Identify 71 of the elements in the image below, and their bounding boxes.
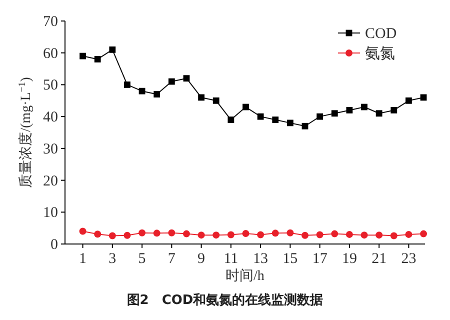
point bbox=[153, 230, 160, 237]
point bbox=[109, 46, 116, 53]
point bbox=[182, 230, 190, 238]
point bbox=[212, 232, 220, 239]
point bbox=[198, 94, 204, 101]
y-tick-label: 70 bbox=[43, 14, 58, 30]
point bbox=[94, 56, 101, 62]
y-tick-label: 60 bbox=[43, 46, 58, 62]
point bbox=[316, 113, 324, 120]
x-tick-label: 11 bbox=[224, 251, 238, 267]
point bbox=[346, 230, 353, 238]
point bbox=[272, 116, 279, 123]
point bbox=[376, 110, 382, 117]
point bbox=[242, 230, 250, 237]
point bbox=[331, 230, 338, 238]
point bbox=[390, 107, 398, 114]
point bbox=[420, 230, 428, 238]
point bbox=[390, 232, 398, 240]
point bbox=[376, 232, 383, 239]
point bbox=[79, 228, 86, 235]
point bbox=[168, 78, 175, 85]
y-tick-label: 0 bbox=[50, 237, 58, 253]
y-tick-label: 30 bbox=[43, 141, 58, 158]
point bbox=[272, 230, 279, 237]
y-tick-label: 10 bbox=[43, 205, 58, 222]
point bbox=[227, 231, 234, 238]
point bbox=[138, 229, 146, 236]
point bbox=[168, 229, 176, 236]
x-tick-label: 1 bbox=[79, 251, 87, 267]
point bbox=[108, 232, 116, 240]
y-tick-label: 40 bbox=[43, 110, 58, 126]
point bbox=[405, 230, 412, 238]
point bbox=[124, 232, 131, 239]
point bbox=[286, 120, 294, 126]
point bbox=[361, 104, 368, 110]
x-tick-label: 23 bbox=[401, 251, 416, 267]
point bbox=[80, 52, 86, 60]
x-tick-label: 21 bbox=[372, 251, 387, 267]
y-tick-label: 50 bbox=[43, 78, 58, 94]
text: 图2 COD和氨氮的在线监测数据 bbox=[126, 292, 324, 308]
x-axis-title: 时间/h bbox=[226, 268, 264, 284]
x-tick-label: 17 bbox=[312, 251, 328, 267]
x-tick-label: 5 bbox=[138, 251, 146, 267]
x-tick-label: 15 bbox=[282, 251, 298, 267]
legend-label: COD bbox=[365, 26, 397, 42]
point bbox=[302, 232, 308, 239]
point bbox=[257, 231, 264, 238]
x-tick-label: 3 bbox=[108, 251, 116, 267]
x-tick-label: 9 bbox=[198, 251, 206, 267]
point bbox=[198, 232, 205, 239]
point bbox=[228, 116, 234, 123]
point bbox=[346, 107, 353, 114]
point bbox=[360, 232, 368, 239]
y-tick-label: 20 bbox=[43, 173, 58, 190]
point bbox=[257, 113, 264, 120]
point bbox=[286, 229, 294, 236]
point bbox=[242, 104, 249, 110]
x-tick-label: 19 bbox=[342, 251, 357, 267]
point bbox=[124, 82, 130, 88]
point bbox=[138, 88, 146, 94]
point bbox=[154, 91, 160, 98]
point bbox=[302, 122, 308, 130]
point bbox=[212, 97, 220, 104]
point bbox=[183, 75, 190, 82]
point bbox=[94, 230, 102, 238]
x-tick-label: 13 bbox=[253, 251, 268, 267]
point bbox=[406, 97, 412, 104]
x-tick-label: 7 bbox=[168, 251, 176, 267]
point bbox=[331, 110, 338, 117]
point bbox=[316, 231, 324, 238]
legend-label: 氨氮 bbox=[365, 46, 395, 62]
